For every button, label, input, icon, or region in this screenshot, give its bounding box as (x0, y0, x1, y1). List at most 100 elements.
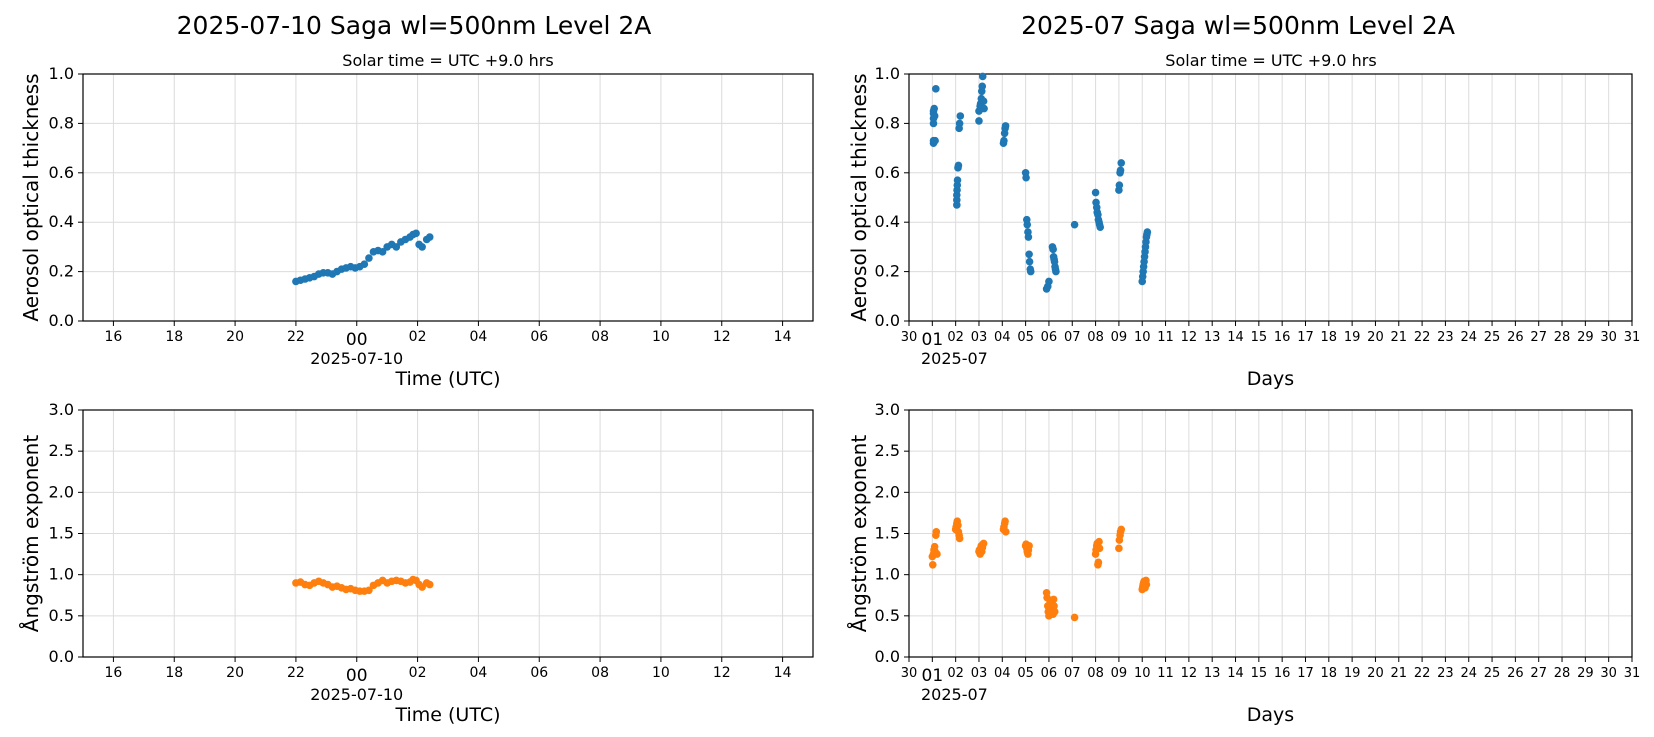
y-axis-label: Ångström exponent (847, 435, 871, 633)
axes-frame (82, 73, 814, 322)
title-left: 2025-07-10 Saga wl=500nm Level 2A (177, 11, 652, 40)
x-tick-label: 18 (1321, 666, 1338, 681)
y-tick-label: 2.5 (49, 441, 74, 460)
x-tick-label: 00 (346, 666, 368, 686)
x-tick-label: 00 (346, 330, 368, 350)
x-tick-label: 04 (470, 329, 488, 345)
y-tick-label: 0.5 (875, 606, 900, 625)
data-point (979, 539, 988, 548)
data-point (1116, 166, 1125, 175)
data-point (365, 586, 373, 595)
y-tick-label: 0.8 (49, 113, 74, 132)
data-point (932, 528, 941, 536)
x-tick-label: 13 (1204, 330, 1221, 345)
y-tick-label: 1.0 (49, 64, 74, 83)
x-tick-label: 22 (1414, 666, 1431, 681)
y-tick-label: 0.8 (875, 113, 900, 132)
x-tick-label: 08 (1087, 666, 1104, 681)
data-point (392, 243, 401, 251)
data-point (932, 85, 940, 93)
x-tick-label: 12 (713, 329, 731, 345)
y-tick-label: 0.2 (49, 262, 74, 281)
x-tick-label: 26 (1507, 666, 1524, 681)
x-tick-label: 05 (1017, 666, 1034, 681)
y-tick-label: 1.5 (49, 524, 74, 543)
data-point (955, 534, 964, 543)
axes-frame (908, 73, 1633, 322)
y-tick-label: 3.0 (875, 400, 900, 419)
x-tick-label: 10 (1134, 666, 1151, 681)
y-tick-label: 0.4 (875, 212, 900, 231)
plot-aot-monthly: 30 01 02 03 04 05 06 07 08 09 10 11 12 13 14 15 16 17 18 19… (847, 64, 1640, 390)
y-tick-label: 0.5 (49, 606, 74, 625)
data-point (1049, 595, 1058, 604)
data-point (1096, 223, 1105, 231)
x-tick-label: 08 (591, 329, 609, 345)
data-point (1070, 220, 1079, 229)
data-point (930, 104, 938, 113)
x-tick-label: 05 (1017, 330, 1034, 345)
data-point (1117, 159, 1126, 167)
axes-frame (82, 409, 814, 658)
data-point (1026, 267, 1035, 276)
x-tick-label: 16 (1274, 666, 1291, 681)
y-tick-label: 1.0 (875, 64, 900, 83)
x-tick-label: 22 (287, 329, 305, 345)
data-point (1050, 602, 1058, 610)
data-point (1025, 250, 1033, 259)
data-point (930, 112, 939, 120)
x-tick-label: 20 (1367, 666, 1384, 681)
y-tick-label: 0.0 (875, 311, 900, 330)
data-point (418, 243, 426, 251)
x-tick-label: 31 (1624, 666, 1641, 681)
x-tick-label: 11 (1157, 330, 1174, 345)
data-point (1045, 277, 1053, 286)
x-tick-label: 08 (591, 665, 609, 681)
plot-ang-daily: 16 18 20 22 00 02 04 06 08 10 12 14 0.0 0.5 1.0 1.5 2.0 2… (19, 400, 814, 726)
x-tick-label: 23 (1437, 666, 1454, 681)
x-tick-label: 30 (901, 330, 918, 345)
data-point (928, 560, 937, 569)
y-tick-label: 0.0 (875, 647, 900, 666)
x-tick-label: 10 (1134, 330, 1151, 345)
x-tick-label: 20 (1367, 330, 1384, 345)
data-point (1070, 613, 1079, 622)
x-tick-label: 14 (774, 665, 792, 681)
x-tick-label: 16 (105, 329, 123, 345)
x-tick-label: 26 (1507, 330, 1524, 345)
x-tick-label: 02 (947, 666, 964, 681)
y-tick-label: 2.5 (875, 441, 900, 460)
x-tick-label: 06 (1041, 330, 1058, 345)
x-tick-label: 08 (1087, 330, 1104, 345)
x-tick-label: 29 (1577, 666, 1594, 681)
y-tick-label: 0.4 (49, 212, 74, 231)
x-tick-label: 27 (1530, 666, 1547, 681)
y-tick-label: 2.0 (49, 482, 74, 501)
x-tick-label: 09 (1111, 330, 1128, 345)
y-tick-label: 1.0 (875, 565, 900, 584)
x-tick-label: 22 (287, 665, 305, 681)
data-point (954, 521, 962, 530)
x-tick-label: 16 (105, 665, 123, 681)
x-tick-label: 21 (1391, 330, 1408, 345)
x-tick-label: 17 (1297, 330, 1314, 345)
x-tick-label: 24 (1460, 666, 1477, 681)
data-point (378, 248, 387, 256)
y-axis-label: Ångström exponent (19, 435, 43, 633)
x-tick-label: 21 (1391, 666, 1408, 681)
x-tick-label: 02 (409, 329, 427, 345)
y-tick-label: 0.0 (49, 311, 74, 330)
title-right: 2025-07 Saga wl=500nm Level 2A (1021, 11, 1455, 40)
y-tick-label: 1.5 (875, 524, 900, 543)
data-point (1094, 558, 1103, 567)
data-point (1023, 220, 1032, 229)
x-axis-label: Time (UTC) (394, 368, 500, 390)
x-tick-label: 30 (901, 666, 918, 681)
data-point (1000, 136, 1008, 145)
data-point (1052, 267, 1060, 276)
x-tick-label: 18 (165, 329, 183, 345)
x-tick-label: 19 (1344, 330, 1361, 345)
plot-ang-monthly: 30 01 02 03 04 05 06 07 08 09 10 11 12 13 14 15 16 17 18 19… (847, 400, 1640, 726)
data-point (955, 119, 964, 128)
y-tick-label: 0.6 (49, 163, 74, 182)
